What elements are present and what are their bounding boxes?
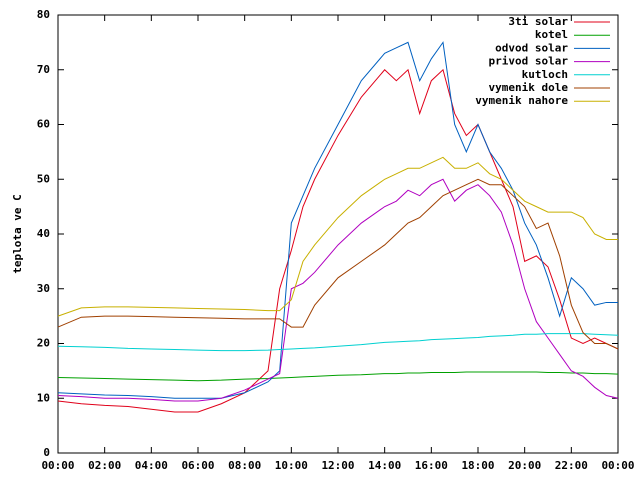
- x-tick-label: 14:00: [368, 459, 401, 472]
- x-tick-label: 00:00: [41, 459, 74, 472]
- y-tick-label: 80: [37, 8, 50, 21]
- x-tick-label: 16:00: [415, 459, 448, 472]
- x-tick-label: 20:00: [508, 459, 541, 472]
- y-tick-label: 50: [37, 172, 50, 185]
- legend-label: kutloch: [522, 68, 568, 81]
- legend-label: vymenik dole: [489, 81, 569, 94]
- legend-label: vymenik nahore: [475, 94, 568, 107]
- x-tick-label: 00:00: [601, 459, 634, 472]
- series-line: [57, 371, 619, 382]
- x-tick-label: 22:00: [555, 459, 588, 472]
- x-tick-label: 06:00: [181, 459, 214, 472]
- legend-label: kotel: [535, 28, 568, 41]
- y-tick-label: 10: [37, 391, 50, 404]
- y-axis-label: teplota ve C: [11, 194, 24, 273]
- y-tick-label: 30: [37, 282, 50, 295]
- x-tick-label: 02:00: [88, 459, 121, 472]
- y-tick-label: 70: [37, 63, 50, 76]
- series-line: [57, 178, 619, 402]
- y-tick-label: 0: [43, 446, 50, 459]
- y-tick-label: 20: [37, 337, 50, 350]
- y-tick-label: 60: [37, 118, 50, 131]
- legend-label: odvod solar: [495, 41, 568, 54]
- series-line: [57, 68, 619, 413]
- series-line: [57, 41, 618, 399]
- y-tick-label: 40: [37, 227, 50, 240]
- series-line: [57, 178, 619, 350]
- x-tick-label: 10:00: [275, 459, 308, 472]
- x-tick-label: 18:00: [461, 459, 494, 472]
- x-tick-label: 12:00: [321, 459, 354, 472]
- x-tick-label: 08:00: [228, 459, 261, 472]
- series-line: [57, 333, 619, 352]
- legend-label: privod solar: [489, 55, 569, 68]
- x-tick-label: 04:00: [135, 459, 168, 472]
- legend-label: 3ti solar: [508, 15, 568, 28]
- series-line: [57, 156, 618, 317]
